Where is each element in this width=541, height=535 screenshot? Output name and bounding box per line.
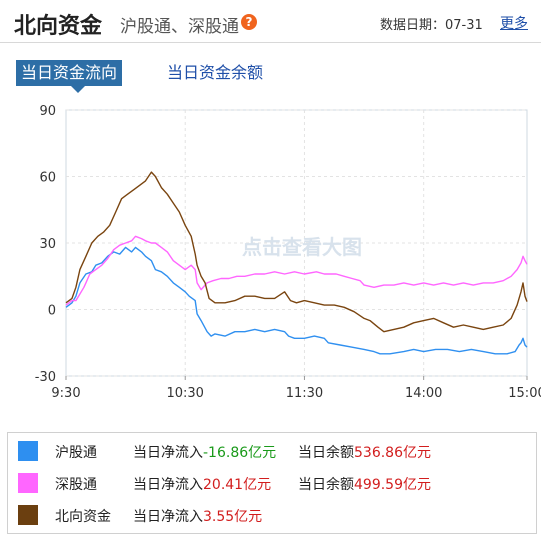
balance-value: 499.59亿元 [354,477,431,493]
tab-daily-balance[interactable]: 当日资金余额 [167,63,264,82]
flow-label: 当日净流入 [133,445,203,461]
legend: 沪股通 当日净流入-16.86亿元 当日余额536.86亿元 深股通 当日净流入… [7,432,537,534]
x-tick-label: 14:00 [405,386,442,401]
flow-value: -16.86亿元 [203,445,277,461]
page-subtitle: 沪股通、深股通? [120,12,257,37]
grid-layer [65,109,528,380]
balance-value: 536.86亿元 [354,445,431,461]
flow-value: 3.55亿元 [203,509,263,525]
series-line-2 [65,171,528,333]
more-link[interactable]: 更多 [500,16,528,32]
legend-flow: 当日净流入3.55亿元 [133,506,262,526]
watermark-text: 点击查看大图 [242,235,362,259]
legend-balance: 当日余额536.86亿元 [298,442,431,462]
flow-chart[interactable]: 点击查看大图 90 60 30 0 -309:30 10:30 11:30 14:00 15:0… [0,90,541,415]
date-value: 07-31 [445,18,483,33]
legend-name: 沪股通 [55,445,97,461]
date-label: 数据日期： [380,18,446,33]
series-line-0 [65,246,528,355]
y-tick-label: 0 [48,304,56,319]
x-tick-label: 9:30 [51,386,80,401]
legend-swatch-sz [18,473,38,493]
legend-row-sz: 深股通 当日净流入20.41亿元 当日余额499.59亿元 [8,467,536,499]
tab-daily-flow[interactable]: 当日资金流向 [16,60,123,93]
y-tick-label: 30 [39,237,56,252]
legend-balance: 当日余额499.59亿元 [298,474,431,494]
y-tick-label: 90 [39,104,56,119]
y-tick-label: 60 [39,171,56,186]
balance-label: 当日余额 [298,477,354,493]
header: 北向资金 沪股通、深股通? 数据日期：07-31 更多 [0,0,541,43]
help-icon[interactable]: ? [241,14,257,30]
data-date: 数据日期：07-31 [380,14,483,33]
x-tick-label: 10:30 [166,386,203,401]
x-tick-label: 11:30 [286,386,323,401]
legend-flow: 当日净流入-16.86亿元 [133,442,276,462]
flow-value: 20.41亿元 [203,477,272,493]
x-tick-label: 15:00 [508,386,541,401]
flow-label: 当日净流入 [133,509,203,525]
legend-swatch-sh [18,441,38,461]
y-tick-label: -30 [35,370,56,385]
legend-swatch-north [18,505,38,525]
subtitle-text: 沪股通、深股通 [120,17,239,37]
legend-name: 深股通 [55,477,97,493]
line-layer [65,171,528,355]
legend-row-north: 北向资金 当日净流入3.55亿元 [8,499,536,531]
series-line-1 [65,235,528,306]
legend-name: 北向资金 [55,509,111,525]
tick-layer: 90 60 30 0 -309:30 10:30 11:30 14:00 15:00 [35,104,541,401]
legend-row-sh: 沪股通 当日净流入-16.86亿元 当日余额536.86亿元 [8,435,536,467]
balance-label: 当日余额 [298,445,354,461]
legend-flow: 当日净流入20.41亿元 [133,474,271,494]
page-title: 北向资金 [14,14,103,39]
flow-label: 当日净流入 [133,477,203,493]
